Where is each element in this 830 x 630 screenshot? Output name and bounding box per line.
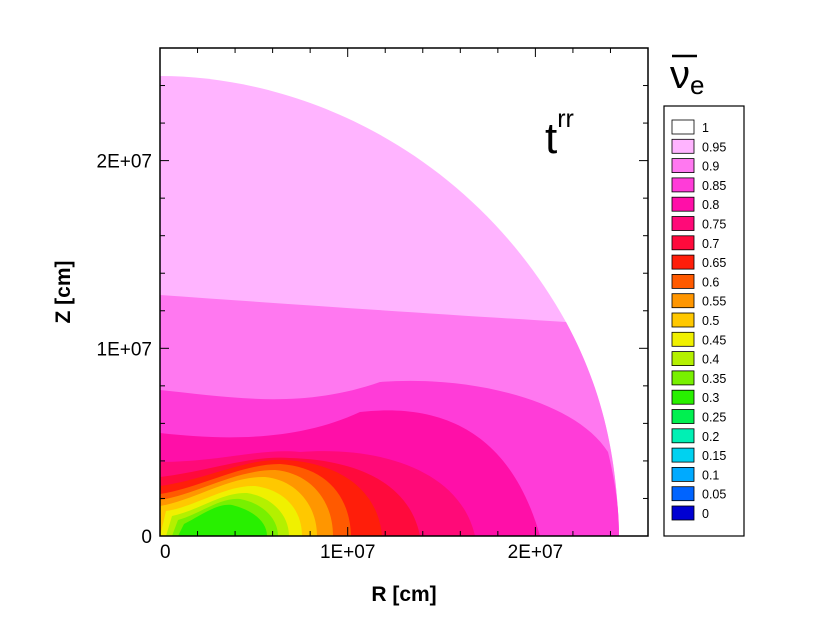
legend-swatch <box>671 196 695 212</box>
contour-band-0-3 <box>178 504 267 536</box>
legend-swatch <box>671 158 695 174</box>
axis-ticks: 0 1E+07 2E+07 0 1E+07 2E+07 <box>97 47 649 563</box>
legend-swatch <box>671 216 695 231</box>
legend-label: 0.5 <box>702 314 719 328</box>
legend-swatch <box>671 447 695 463</box>
legend-swatch <box>671 428 695 444</box>
annotation-superscript: rr <box>557 105 574 133</box>
legend-label: 0.9 <box>702 160 719 174</box>
legend-label: 0.3 <box>702 391 719 405</box>
legend-swatch <box>671 505 695 521</box>
legend-swatch <box>671 486 695 502</box>
legend-label: 1 <box>702 121 709 135</box>
legend-swatch <box>671 370 695 386</box>
legend-label: 0 <box>702 507 709 521</box>
legend-swatch <box>671 119 695 135</box>
legend-swatch <box>671 177 695 193</box>
y-tick-label: 2E+07 <box>97 152 152 173</box>
legend-label: 0.15 <box>702 449 726 463</box>
legend-title: νe <box>670 53 704 100</box>
x-axis-title: R [cm] <box>371 583 436 606</box>
x-tick-label: 2E+07 <box>508 542 563 563</box>
legend-entries: 1 0.95 0.9 0.85 0.8 0.75 0.7 0.65 0.6 0.55 0.5 0.45… <box>671 119 726 521</box>
legend-title-sub: e <box>690 70 704 100</box>
legend-title-main: ν <box>670 53 690 97</box>
legend-label: 0.85 <box>702 179 726 193</box>
legend-label: 0.25 <box>702 411 726 425</box>
legend-swatch <box>671 351 695 367</box>
legend-label: 0.8 <box>702 198 719 212</box>
legend-swatch <box>671 331 695 347</box>
legend-label: 0.35 <box>702 372 726 386</box>
plot-annotation: trr <box>545 105 574 163</box>
legend-label: 0.6 <box>702 275 719 289</box>
legend-swatch <box>671 235 695 251</box>
legend-label: 0.95 <box>702 140 726 154</box>
y-tick-label: 1E+07 <box>97 339 152 360</box>
legend-swatch <box>671 312 695 328</box>
legend-swatch <box>671 273 695 289</box>
legend-label: 0.05 <box>702 488 726 502</box>
plot-frame <box>159 47 649 537</box>
legend-label: 0.45 <box>702 333 726 347</box>
y-tick-label: 0 <box>141 527 152 548</box>
legend-swatch <box>671 138 695 154</box>
legend-label: 0.65 <box>702 256 726 270</box>
annotation-base: t <box>545 114 557 163</box>
legend-label: 0.4 <box>702 353 719 367</box>
x-tick-label: 0 <box>160 542 171 563</box>
contour-field <box>160 48 648 536</box>
legend-swatch <box>671 466 695 482</box>
legend-label: 0.7 <box>702 237 719 251</box>
legend-label: 0.1 <box>702 468 719 482</box>
color-legend: νe 1 0.95 0.9 0.85 0.8 0.75 0.7 0.65 0.6 0.55 0.5 0… <box>663 53 745 537</box>
legend-label: 0.2 <box>702 430 719 444</box>
legend-swatch <box>671 389 695 405</box>
y-axis-title: Z [cm] <box>52 261 75 324</box>
legend-swatch <box>671 409 695 424</box>
legend-label: 0.55 <box>702 295 726 309</box>
legend-swatch <box>671 293 695 309</box>
legend-swatch <box>671 254 695 270</box>
x-tick-label: 1E+07 <box>320 542 375 563</box>
legend-label: 0.75 <box>702 218 726 232</box>
